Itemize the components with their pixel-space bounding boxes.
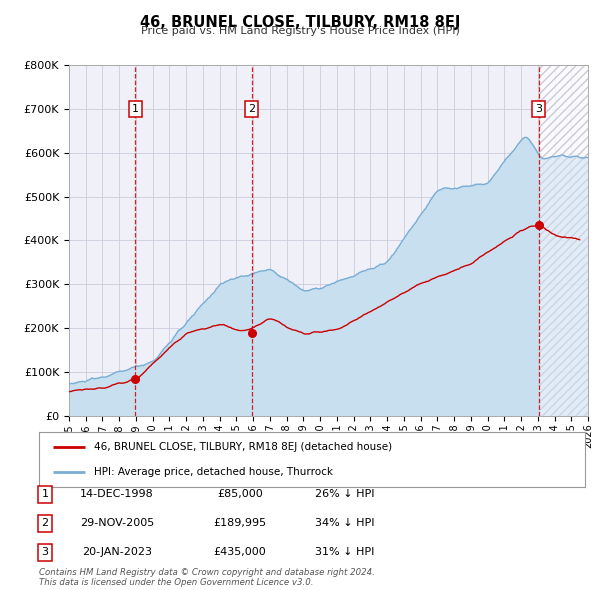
Text: 46, BRUNEL CLOSE, TILBURY, RM18 8EJ: 46, BRUNEL CLOSE, TILBURY, RM18 8EJ <box>140 15 460 30</box>
Text: 46, BRUNEL CLOSE, TILBURY, RM18 8EJ (detached house): 46, BRUNEL CLOSE, TILBURY, RM18 8EJ (det… <box>94 442 392 452</box>
Text: 31% ↓ HPI: 31% ↓ HPI <box>316 548 374 557</box>
Bar <box>539 65 588 416</box>
Text: 2: 2 <box>248 104 255 114</box>
Text: £435,000: £435,000 <box>214 548 266 557</box>
Text: Contains HM Land Registry data © Crown copyright and database right 2024.
This d: Contains HM Land Registry data © Crown c… <box>39 568 375 587</box>
Text: £85,000: £85,000 <box>217 490 263 499</box>
Text: 3: 3 <box>41 548 49 557</box>
Text: 20-JAN-2023: 20-JAN-2023 <box>82 548 152 557</box>
Text: £189,995: £189,995 <box>214 519 266 528</box>
Text: 29-NOV-2005: 29-NOV-2005 <box>80 519 154 528</box>
Text: 2: 2 <box>41 519 49 528</box>
Text: HPI: Average price, detached house, Thurrock: HPI: Average price, detached house, Thur… <box>94 467 332 477</box>
Text: 3: 3 <box>535 104 542 114</box>
Text: Price paid vs. HM Land Registry's House Price Index (HPI): Price paid vs. HM Land Registry's House … <box>140 26 460 36</box>
Text: 26% ↓ HPI: 26% ↓ HPI <box>315 490 375 499</box>
Text: 1: 1 <box>132 104 139 114</box>
Text: 34% ↓ HPI: 34% ↓ HPI <box>315 519 375 528</box>
Text: 14-DEC-1998: 14-DEC-1998 <box>80 490 154 499</box>
Text: 1: 1 <box>41 490 49 499</box>
